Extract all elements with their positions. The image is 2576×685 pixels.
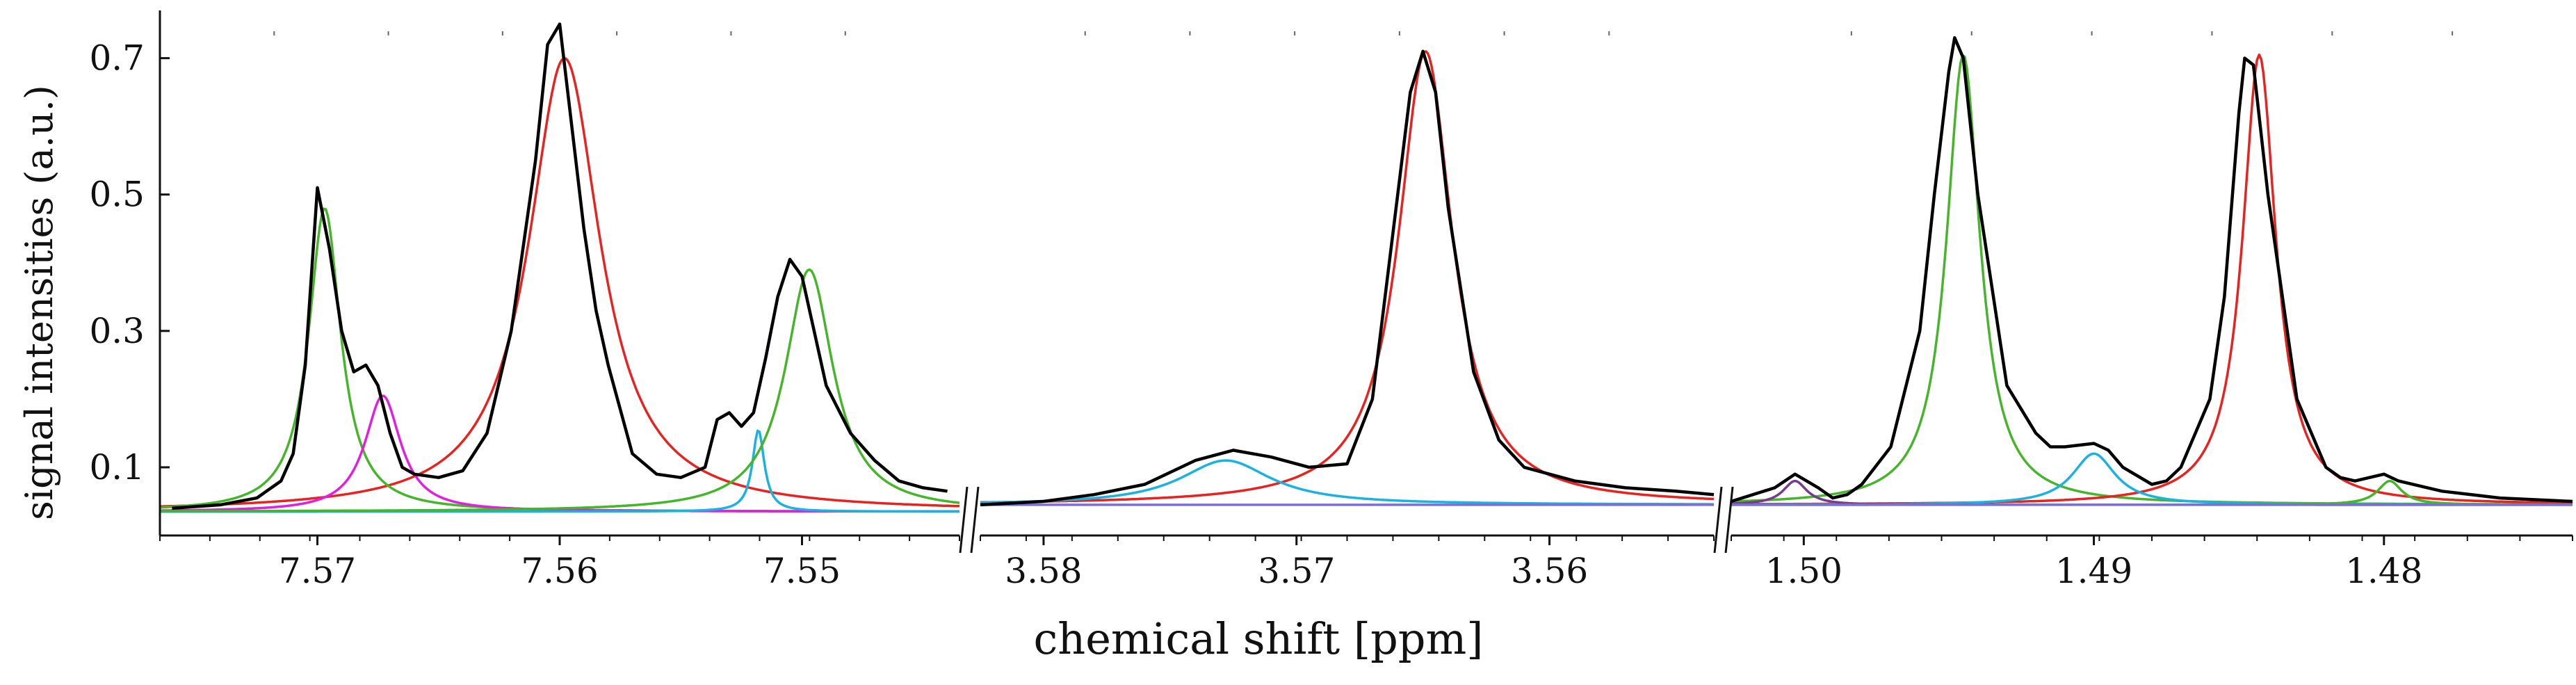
x-tick-label: 7.55 xyxy=(763,551,841,591)
series-methylene-fit-cyan xyxy=(980,459,1714,506)
x-tick-label: 1.50 xyxy=(1765,551,1842,591)
x-tick-label: 3.58 xyxy=(1005,551,1082,591)
series-aromatic-fit-green-1 xyxy=(159,207,959,513)
x-axis-label: chemical shift [ppm] xyxy=(1034,613,1484,664)
x-tick-label: 7.57 xyxy=(279,551,356,591)
series-methyl-observed xyxy=(1731,35,2573,503)
y-tick-label: 0.3 xyxy=(89,311,145,351)
axis-break-mark xyxy=(1713,486,1723,554)
x-tick-label: 7.56 xyxy=(521,551,598,591)
series-aromatic-fit-green-2 xyxy=(160,268,960,513)
axis-break-mark xyxy=(1724,486,1734,554)
axis-break-mark xyxy=(970,486,980,554)
series-methyl-fit-red xyxy=(1731,53,2573,506)
axes-layer: signal intensities (a.u.) chemical shift… xyxy=(17,85,1483,664)
x-tick-label: 1.49 xyxy=(2055,551,2132,591)
x-tick-label: 1.48 xyxy=(2345,551,2422,591)
y-tick-label: 0.5 xyxy=(89,175,145,215)
series-aromatic-observed xyxy=(172,22,948,510)
series-layer xyxy=(159,22,2573,513)
series-methyl-fit-cyan xyxy=(1731,452,2573,506)
axis-break-mark xyxy=(959,486,969,554)
x-tick-label: 3.56 xyxy=(1511,551,1588,591)
series-methylene-observed xyxy=(980,49,1715,507)
ticks-layer: 0.1 0.3 0.5 0.7 7.57 7.56 7.55 3.58 3.57 3.56 1.50… xyxy=(89,10,2573,591)
x-tick-label: 3.57 xyxy=(1258,551,1335,591)
series-methyl-fit-green-main xyxy=(1731,54,2573,506)
y-tick-label: 0.7 xyxy=(89,38,145,79)
series-aromatic-fit-red xyxy=(159,57,960,508)
y-axis-label: signal intensities (a.u.) xyxy=(17,85,61,520)
series-methylene-fit-red xyxy=(980,50,1715,504)
y-tick-label: 0.1 xyxy=(89,447,145,487)
